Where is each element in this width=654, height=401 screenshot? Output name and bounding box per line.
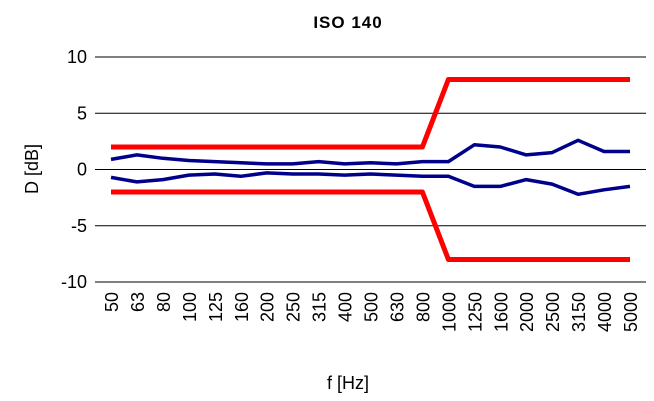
x-tick-label: 315	[310, 292, 330, 322]
y-tick-label: 0	[77, 160, 87, 180]
x-tick-label: 80	[154, 292, 174, 312]
chart-title: ISO 140	[313, 13, 382, 32]
y-tick-label: -10	[61, 272, 87, 292]
x-tick-label: 50	[102, 292, 122, 312]
y-tick-label: 10	[67, 47, 87, 67]
x-tick-label: 160	[232, 292, 252, 322]
x-axis-title: f [Hz]	[327, 373, 369, 393]
x-tick-label: 500	[362, 292, 382, 322]
x-axis-ticks: 50 63 80 100 125 160 200 250 315 400 500 630 800 1000…	[102, 292, 641, 332]
x-tick-label: 630	[387, 292, 407, 322]
x-tick-label: 800	[413, 292, 433, 322]
x-tick-label: 4000	[595, 292, 615, 332]
x-tick-label: 2000	[517, 292, 537, 332]
y-tick-label: 5	[77, 103, 87, 123]
y-axis-title: D [dB]	[22, 144, 42, 194]
x-tick-label: 400	[336, 292, 356, 322]
x-tick-label: 100	[180, 292, 200, 322]
series-line-1	[111, 77, 630, 150]
data-series	[110, 77, 631, 262]
gridlines	[95, 56, 646, 283]
series-line-4	[110, 171, 631, 197]
x-tick-label: 63	[128, 292, 148, 312]
series-line-3	[110, 138, 630, 166]
series-line-2	[111, 189, 630, 262]
x-tick-label: 125	[206, 292, 226, 322]
y-tick-label: -5	[71, 216, 87, 236]
y-axis-ticks: 10 5 0 -5 -10	[61, 47, 87, 292]
x-tick-label: 1250	[465, 292, 485, 332]
x-tick-label: 1600	[491, 292, 511, 332]
x-tick-label: 5000	[621, 292, 641, 332]
x-tick-label: 1000	[439, 292, 459, 332]
x-tick-label: 200	[258, 292, 278, 322]
x-tick-label: 2500	[543, 292, 563, 332]
x-tick-label: 3150	[569, 292, 589, 332]
x-tick-label: 250	[284, 292, 304, 322]
